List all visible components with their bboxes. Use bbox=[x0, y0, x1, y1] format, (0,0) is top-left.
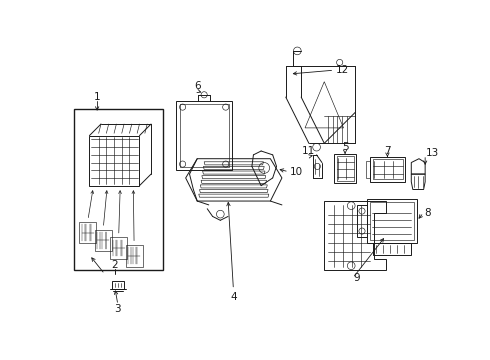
Text: 9: 9 bbox=[354, 273, 360, 283]
Bar bbox=[373, 243, 411, 255]
Text: 10: 10 bbox=[290, 167, 303, 177]
Text: 1: 1 bbox=[94, 92, 100, 102]
Bar bbox=[370, 202, 414, 240]
Bar bbox=[370, 157, 405, 182]
Bar bbox=[334, 154, 356, 183]
Text: 11: 11 bbox=[302, 146, 316, 156]
Text: 3: 3 bbox=[115, 304, 121, 314]
Text: 12: 12 bbox=[336, 65, 349, 75]
Bar bbox=[179, 104, 229, 167]
Bar bbox=[367, 199, 416, 243]
Text: 2: 2 bbox=[112, 260, 118, 270]
Bar bbox=[373, 159, 403, 180]
Bar bbox=[337, 156, 354, 181]
Text: 4: 4 bbox=[230, 292, 237, 302]
Text: 5: 5 bbox=[342, 142, 348, 152]
Text: 6: 6 bbox=[194, 81, 200, 91]
Bar bbox=[74, 109, 163, 270]
Bar bbox=[176, 101, 232, 170]
Text: 8: 8 bbox=[424, 208, 431, 217]
Text: 13: 13 bbox=[426, 148, 439, 158]
Text: 7: 7 bbox=[384, 146, 391, 156]
